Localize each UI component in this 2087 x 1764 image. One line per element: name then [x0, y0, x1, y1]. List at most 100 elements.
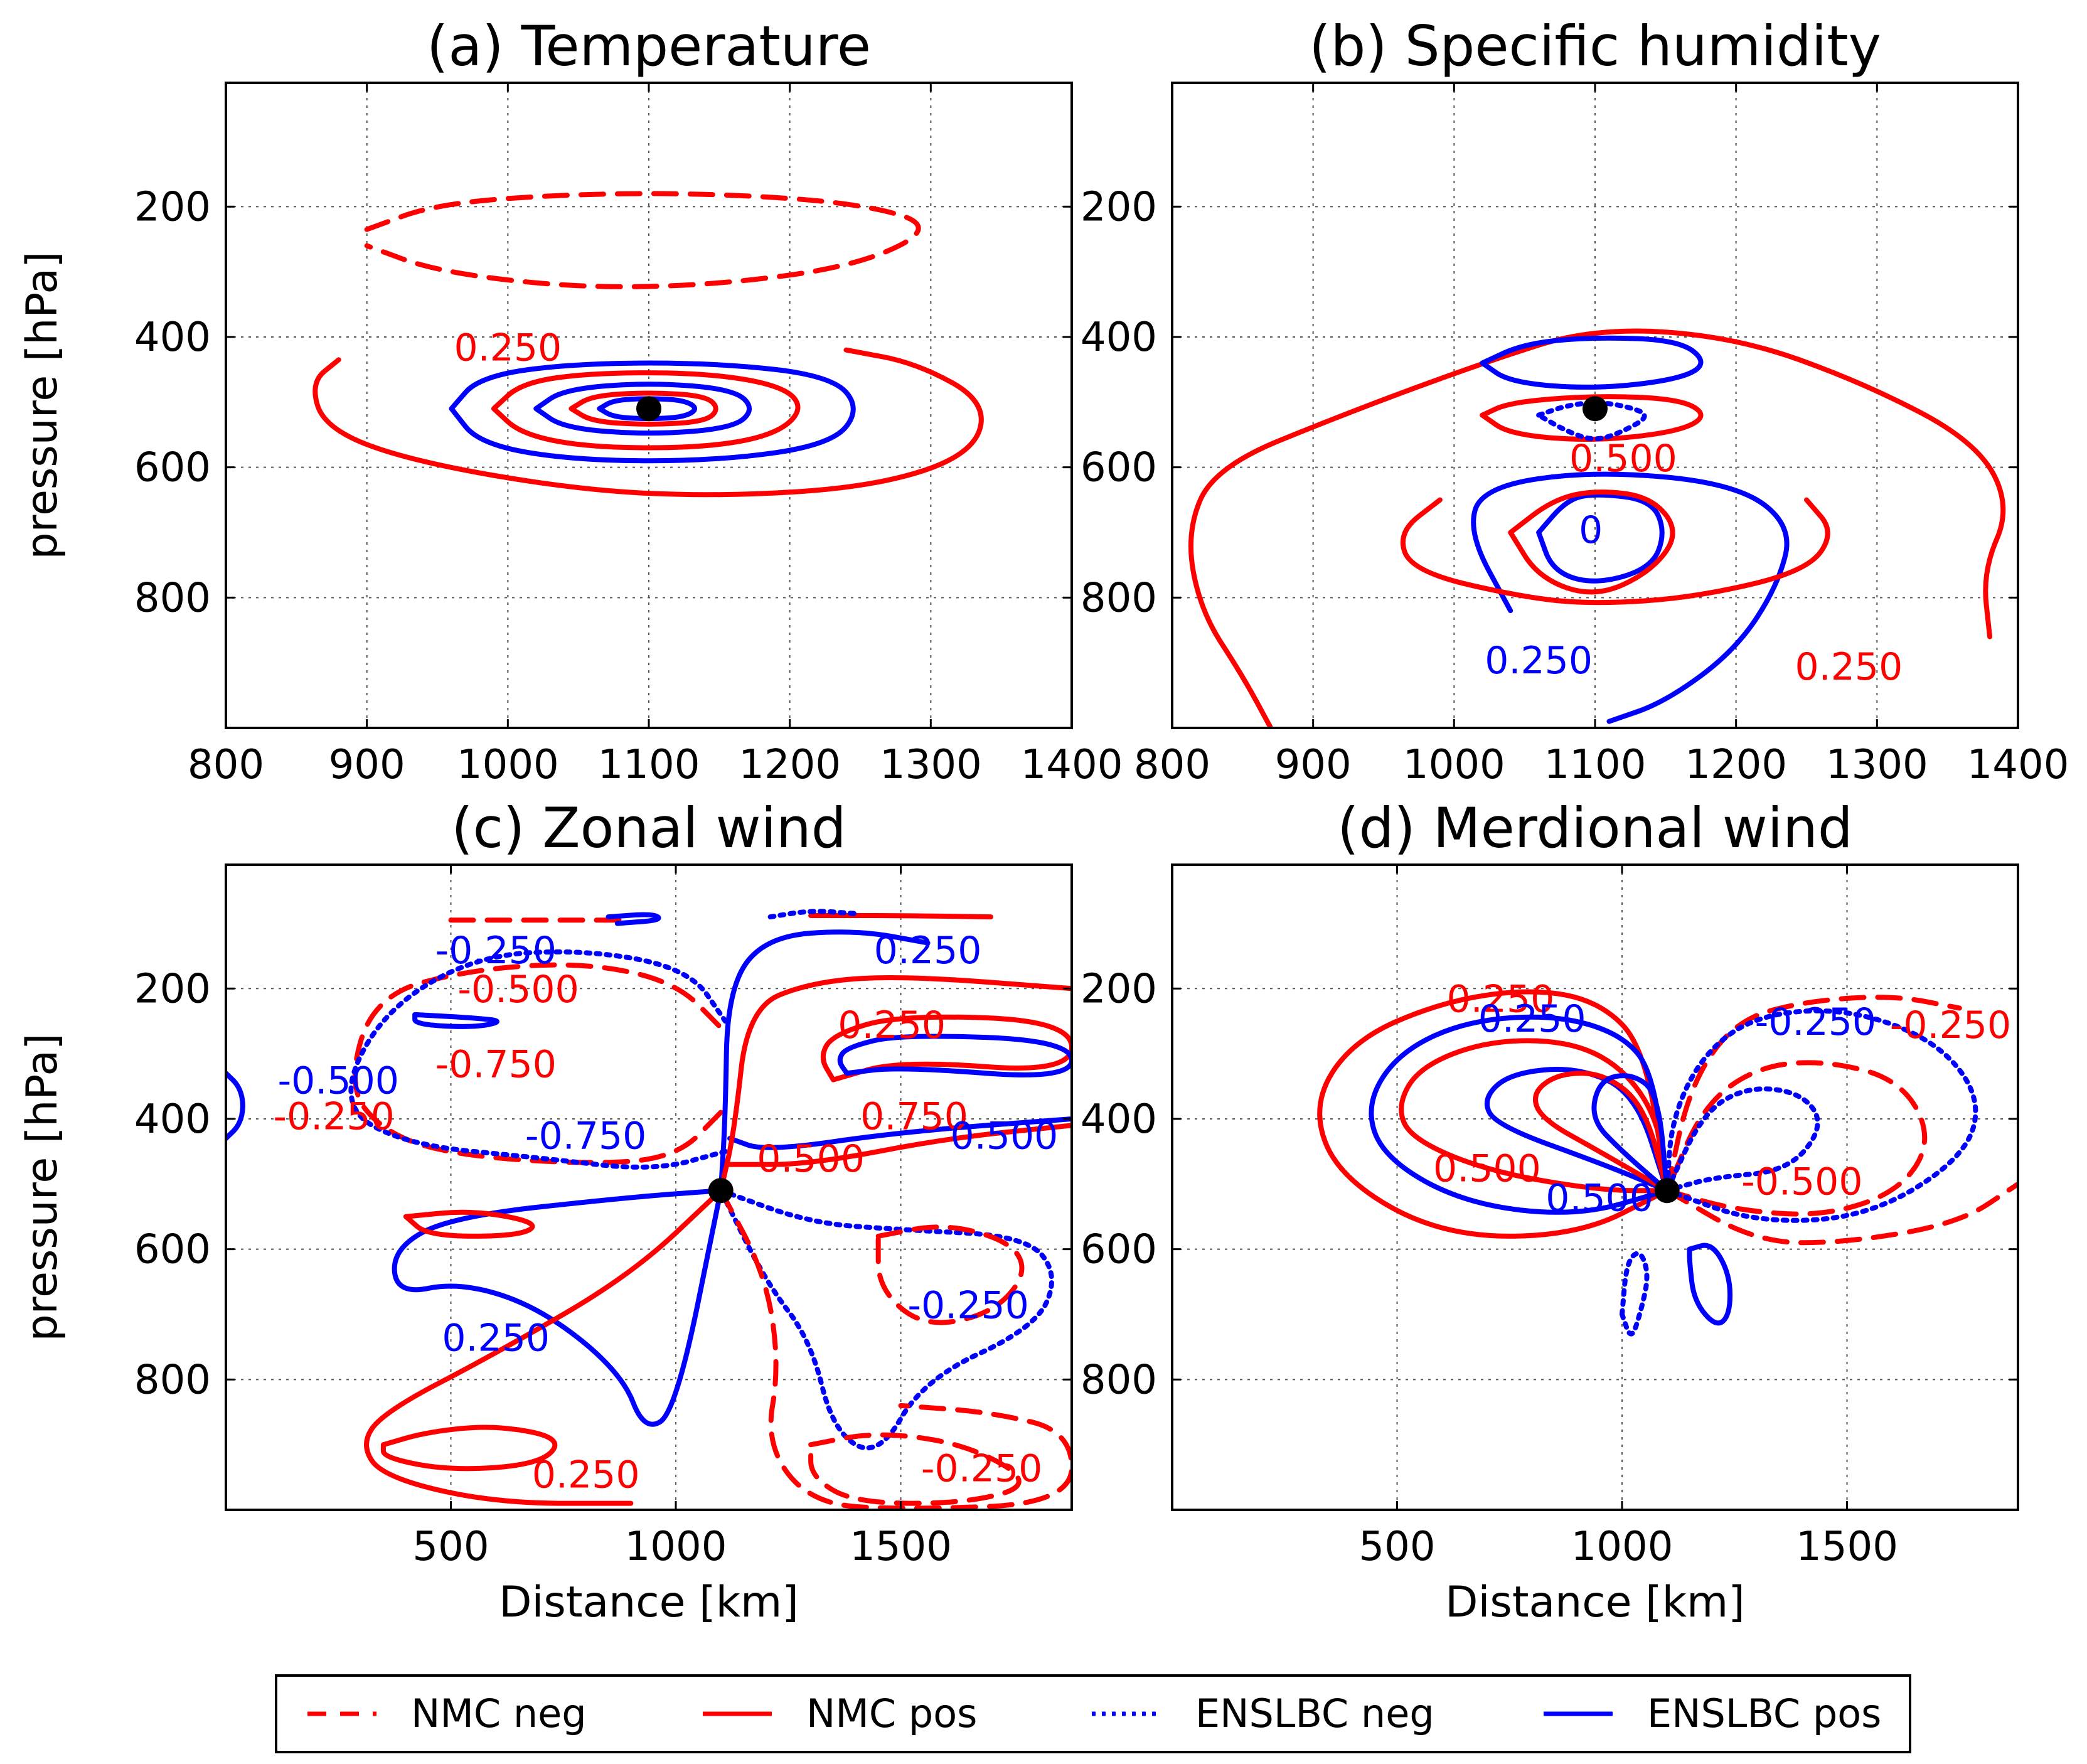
contour-label: 0.250 [838, 1003, 946, 1047]
x-tick-label: 1100 [1544, 742, 1647, 788]
contour-nmc-pos-outer [1188, 328, 2006, 728]
contour-enslbc-pos-small-left [412, 1012, 500, 1029]
contour-label: 0.250 [442, 1317, 550, 1360]
x-tick-label: 1400 [1967, 742, 2069, 788]
observation-point [1583, 396, 1608, 422]
axes-frame [1171, 863, 2019, 1511]
contour-label: -0.750 [435, 1042, 557, 1086]
legend-label: ENSLBC pos [1647, 1691, 1881, 1736]
contour-nmc-pos-top-strip [808, 912, 993, 920]
contour-nmc-pos-right-strips [727, 1123, 1072, 1167]
x-tick-label: 500 [412, 1524, 489, 1570]
contour-label: 0.500 [1545, 1176, 1653, 1220]
contours: -0.250 0.250-0.5000.250-0.750-0.500-0.250… [226, 909, 1072, 1510]
contour-enslbc-pos-3 [597, 396, 697, 422]
x-axis-label: Distance [km] [1445, 1578, 1745, 1627]
contour-enslbc-neg-outer [1664, 1008, 1978, 1223]
contour-nmc-pos-mid-outer [1400, 497, 1830, 606]
contour-label: 0.250 [1478, 997, 1586, 1041]
contour-enslbc-pos-upper [1480, 335, 1704, 390]
x-tick-label: 500 [1358, 1524, 1435, 1570]
contour-nmc-pos-outer [312, 347, 984, 498]
x-tick-label: 1000 [1571, 1524, 1673, 1570]
contour-nmc-pos-outer [1317, 989, 1670, 1239]
x-tick-label: 1500 [1796, 1524, 1898, 1570]
y-tick-label: 400 [134, 1096, 211, 1143]
contour-enslbc-pos-right-loop [837, 1034, 1072, 1077]
contour-nmc-pos-inner-upper [1480, 394, 1704, 442]
y-tick-label: 400 [1081, 314, 1157, 361]
contour-enslbc-neg-top-right [767, 909, 858, 920]
contour-enslbc-neg-lower-right [718, 1188, 1055, 1451]
legend-label: ENSLBC neg [1195, 1691, 1434, 1736]
y-tick-label: 400 [1081, 1096, 1157, 1143]
y-tick-label: 600 [1081, 445, 1157, 491]
y-tick-label: 600 [134, 445, 211, 491]
contour-nmc-pos-2 [491, 370, 801, 451]
contour-label: 0.750 [860, 1095, 968, 1139]
y-tick-label: 200 [134, 966, 211, 1012]
contour-nmc-pos-3 [568, 390, 718, 427]
contour-nmc-neg-outer [1664, 1181, 2018, 1246]
axes-frame [225, 863, 1073, 1511]
y-tick-label: 200 [1081, 184, 1157, 230]
contour-enslbc-pos-2 [533, 382, 752, 436]
y-tick-label: 400 [134, 314, 211, 361]
contour-nmc-neg-lower-right [718, 1188, 1072, 1510]
x-tick-label: 800 [188, 742, 264, 788]
observation-point [636, 396, 661, 422]
panel-0: 0.250 800 900 1000 1100 1200 1300 1400 200 400 600… [18, 14, 1123, 788]
contour-enslbc-pos-inner [1536, 492, 1665, 584]
panels: 0.250 800 900 1000 1100 1200 1300 1400 200 400 600… [18, 14, 2069, 1627]
contour-enslbc-pos-1 [449, 360, 856, 464]
contour-enslbc-neg-inner [1664, 1086, 1820, 1194]
y-tick-label: 800 [1081, 1357, 1157, 1403]
contour-enslbc-pos-top-left [606, 912, 661, 926]
panel-title: (c) Zonal wind [451, 796, 846, 860]
contour-label: -0.500 [1741, 1160, 1862, 1204]
x-tick-label: 1400 [1021, 742, 1123, 788]
panel-title: (d) Merdional wind [1337, 796, 1853, 860]
contour-label: 0.250 [532, 1453, 640, 1497]
contour-nmc-neg-big [352, 962, 723, 1165]
contour-nmc-pos-left-bottom [364, 1188, 723, 1506]
contour-enslbc-neg-upper [1536, 400, 1647, 442]
panel-2: -0.250 0.250-0.5000.250-0.750-0.500-0.250… [18, 796, 1073, 1627]
y-tick-label: 800 [134, 575, 211, 621]
y-axis-label: pressure [hPa] [18, 1033, 67, 1341]
y-tick-label: 800 [134, 1357, 211, 1403]
contour-nmc-neg-upper [364, 191, 921, 289]
y-tick-label: 200 [1081, 966, 1157, 1012]
contour-nmc-neg-small-bottom-right [808, 1432, 1022, 1506]
observation-point [708, 1178, 734, 1204]
contour-enslbc-neg-small-lower [1620, 1251, 1650, 1337]
contour-label: 0.250 [1485, 639, 1593, 683]
y-tick-label: 800 [1081, 575, 1157, 621]
x-tick-label: 800 [1134, 742, 1210, 788]
x-tick-label: 1000 [625, 1524, 727, 1570]
contour-label: 0.500 [1433, 1147, 1541, 1191]
contour-enslbc-pos-left-lower [392, 1188, 723, 1427]
contour-nmc-neg-inner [1664, 1060, 1928, 1217]
legend-label: NMC pos [806, 1691, 977, 1736]
contour-nmc-pos-right-loop [820, 1014, 1072, 1082]
contour-nmc-pos-upper-arm [718, 975, 1072, 1194]
contour-label: -0.250 [1755, 1000, 1876, 1044]
legend-frame [275, 1674, 1911, 1753]
contour-nmc-pos-inner [1399, 1038, 1670, 1194]
panel-title: (a) Temperature [427, 14, 871, 78]
contour-label: -0.250 [435, 929, 557, 973]
y-axis-label: pressure [hPa] [18, 251, 67, 559]
x-axis-label: Distance [km] [499, 1578, 799, 1627]
y-tick-label: 600 [134, 1227, 211, 1273]
contour-enslbc-pos-upper-arm [718, 929, 931, 1194]
y-tick-label: 600 [1081, 1227, 1157, 1273]
observation-point [1654, 1178, 1680, 1204]
contour-nmc-pos-mid-inner [1508, 489, 1675, 595]
contour-label: -0.500 [457, 968, 579, 1012]
contour-label: -0.250 [1890, 1003, 2011, 1047]
contour-label: 0.250 [454, 326, 562, 370]
contour-label: 0.500 [951, 1115, 1059, 1158]
